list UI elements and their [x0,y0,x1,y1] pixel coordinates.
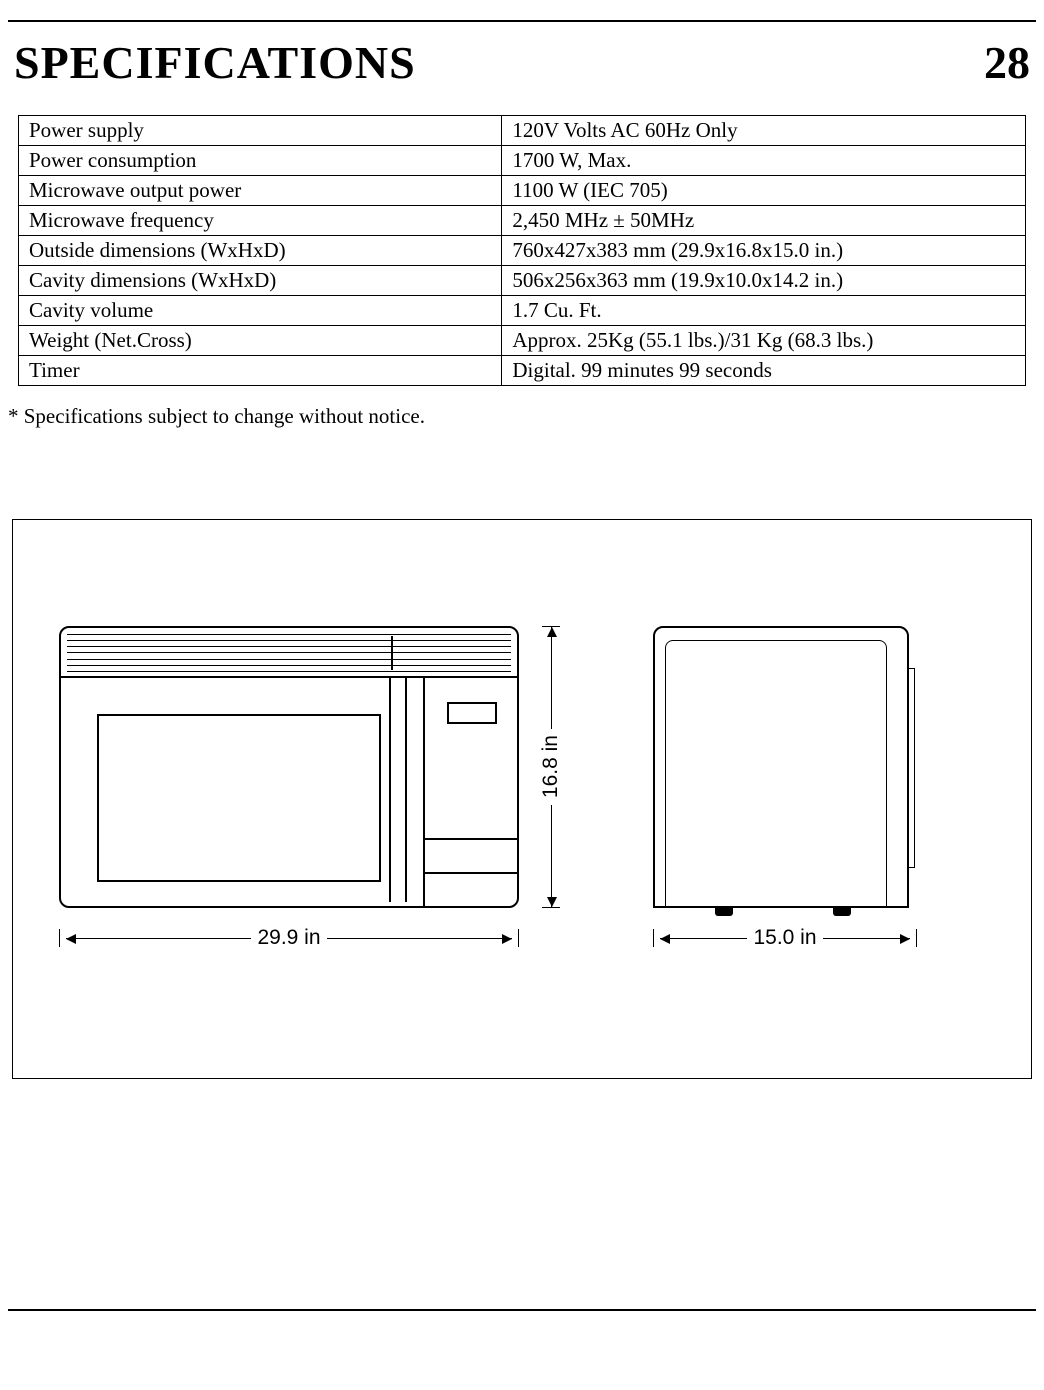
table-row: Weight (Net.Cross)Approx. 25Kg (55.1 lbs… [19,326,1026,356]
spec-value: 1.7 Cu. Ft. [502,296,1026,326]
spec-value: 506x256x363 mm (19.9x10.0x14.2 in.) [502,266,1026,296]
dim-line [551,805,552,907]
vent-bottom-rule [61,676,517,678]
dim-line [823,938,910,939]
width-label: 29.9 in [257,926,320,950]
spec-value: 1100 W (IEC 705) [502,176,1026,206]
side-back-panel [907,668,915,868]
spec-value: 760x427x383 mm (29.9x16.8x15.0 in.) [502,236,1026,266]
dim-tick [916,929,917,947]
table-row: Microwave frequency2,450 MHz ± 50MHz [19,206,1026,236]
dim-line [327,938,512,939]
spec-label: Outside dimensions (WxHxD) [19,236,502,266]
height-dimension: 16.8 in [539,626,563,908]
spec-label: Power consumption [19,146,502,176]
panel-line [425,872,517,874]
foot [833,906,851,916]
depth-label: 15.0 in [753,926,816,950]
spec-label: Cavity volume [19,296,502,326]
spec-table: Power supply120V Volts AC 60Hz Only Powe… [18,115,1026,386]
page-number: 28 [984,36,1030,89]
vent-split [391,636,393,670]
foot [715,906,733,916]
side-outline [653,626,909,908]
footnote: * Specifications subject to change witho… [8,404,1036,429]
control-display [447,702,497,724]
spec-value: 1700 W, Max. [502,146,1026,176]
spec-value: Digital. 99 minutes 99 seconds [502,356,1026,386]
dim-line [66,938,251,939]
spec-label: Microwave frequency [19,206,502,236]
table-row: Cavity dimensions (WxHxD)506x256x363 mm … [19,266,1026,296]
spec-label: Power supply [19,116,502,146]
table-row: TimerDigital. 99 minutes 99 seconds [19,356,1026,386]
depth-dimension: 15.0 in [653,926,917,950]
side-view: 15.0 in [653,626,909,908]
dim-line [551,627,552,729]
spec-label: Weight (Net.Cross) [19,326,502,356]
spec-label: Microwave output power [19,176,502,206]
page-header: SPECIFICATIONS 28 [8,36,1036,89]
dim-tick [518,929,519,947]
top-rule [8,20,1036,22]
dim-tick [59,929,60,947]
spec-value: 120V Volts AC 60Hz Only [502,116,1026,146]
vent-grille [67,634,511,672]
table-row: Outside dimensions (WxHxD)760x427x383 mm… [19,236,1026,266]
panel-line [425,838,517,840]
table-row: Cavity volume1.7 Cu. Ft. [19,296,1026,326]
spec-value: 2,450 MHz ± 50MHz [502,206,1026,236]
dimension-diagram: 29.9 in 16.8 in 15.0 in [12,519,1032,1079]
spec-label: Timer [19,356,502,386]
front-outline [59,626,519,908]
page-title: SPECIFICATIONS [14,36,416,89]
side-inset [665,640,887,906]
dim-line [660,938,747,939]
spec-label: Cavity dimensions (WxHxD) [19,266,502,296]
table-row: Power consumption1700 W, Max. [19,146,1026,176]
door-outline [97,714,381,882]
spec-value: Approx. 25Kg (55.1 lbs.)/31 Kg (68.3 lbs… [502,326,1026,356]
dim-tick [653,929,654,947]
front-view: 29.9 in [59,626,519,908]
width-dimension: 29.9 in [59,926,519,950]
table-row: Power supply120V Volts AC 60Hz Only [19,116,1026,146]
dim-tick [542,907,560,908]
height-label: 16.8 in [539,729,563,804]
table-row: Microwave output power1100 W (IEC 705) [19,176,1026,206]
door-handle [389,676,407,902]
bottom-rule [8,1309,1036,1311]
spec-table-body: Power supply120V Volts AC 60Hz Only Powe… [19,116,1026,386]
